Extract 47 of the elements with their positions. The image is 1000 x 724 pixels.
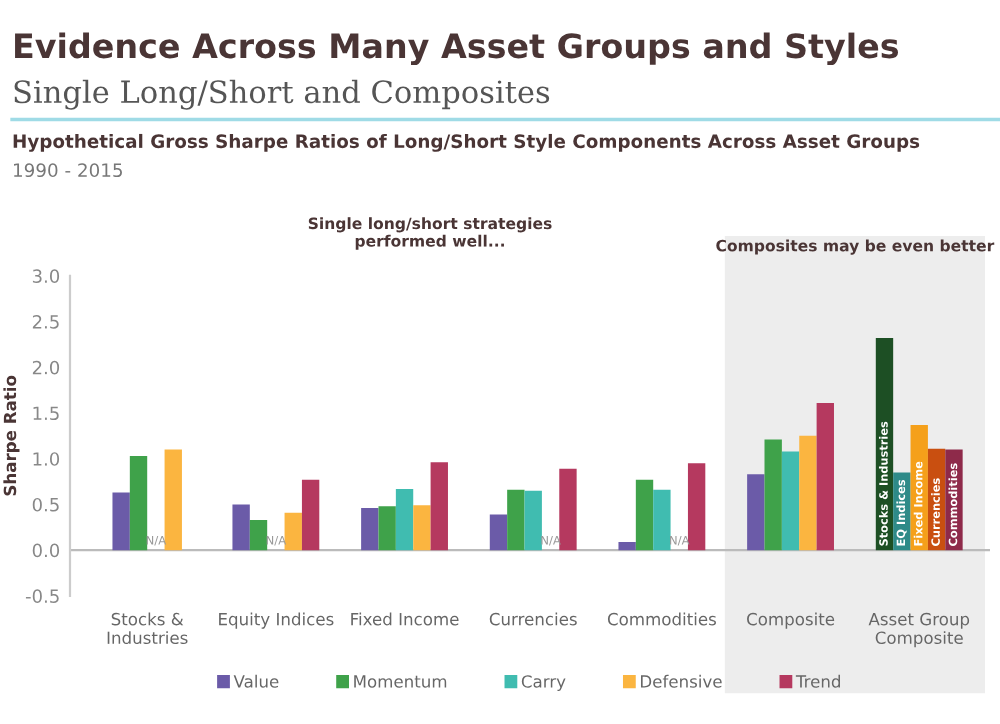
y-tick-label: 3.0 bbox=[32, 269, 60, 283]
y-tick-label: 1.5 bbox=[33, 406, 59, 421]
y-tick-label: 1.0 bbox=[33, 452, 60, 466]
bar bbox=[764, 439, 782, 551]
x-tick-label: Equity Indices bbox=[219, 612, 334, 629]
bar bbox=[799, 435, 817, 551]
y-tick-label: 0.5 bbox=[32, 497, 59, 512]
bar bbox=[559, 468, 577, 551]
bar bbox=[653, 489, 671, 551]
text: 1990 - 2015 bbox=[14, 163, 122, 178]
bar bbox=[395, 488, 414, 551]
y-tick-label: 2.5 bbox=[32, 315, 59, 329]
y-axis-title: Sharpe Ratio bbox=[3, 375, 20, 496]
legend-label: Defensive bbox=[641, 674, 722, 688]
bar bbox=[618, 541, 636, 551]
bar bbox=[284, 512, 302, 551]
bar bbox=[687, 463, 706, 551]
legend-label: Momentum bbox=[354, 675, 447, 688]
bar bbox=[489, 514, 508, 551]
x-tick-label: Currencies bbox=[489, 612, 577, 626]
bar bbox=[524, 490, 542, 551]
y-tick-label: 0.0 bbox=[32, 543, 60, 558]
bar bbox=[249, 519, 268, 551]
bar bbox=[378, 506, 396, 551]
bar bbox=[232, 504, 250, 551]
bar bbox=[361, 508, 379, 551]
bar bbox=[816, 402, 834, 551]
bar bbox=[781, 451, 800, 551]
bar bbox=[507, 489, 525, 551]
x-tick-label: Stocks & Industries bbox=[107, 612, 188, 645]
bar bbox=[301, 479, 320, 551]
chart-subtitle: Single Long/Short and Composites bbox=[14, 79, 550, 110]
chart-title: Evidence Across Many Asset Groups and Styles bbox=[15, 32, 899, 66]
bar bbox=[635, 479, 654, 551]
bar bbox=[430, 462, 448, 551]
y-tick-label: -0.5 bbox=[25, 589, 59, 603]
legend-label: Carry bbox=[521, 675, 566, 691]
y-tick-label: 2.0 bbox=[32, 360, 60, 375]
legend-label: Trend bbox=[795, 674, 840, 688]
legend-label: Value bbox=[233, 674, 279, 688]
x-tick-label: Commodities bbox=[607, 612, 716, 626]
x-tick-label: Asset Group Composite bbox=[868, 612, 970, 648]
text: Hypothetical Gross Sharpe Ratios of Long/Short Style Components Across Asset Groups bbox=[13, 133, 920, 152]
x-tick-label: Fixed Income bbox=[351, 612, 459, 626]
bar bbox=[747, 474, 765, 551]
bar bbox=[413, 505, 431, 551]
x-tick-label: Composite bbox=[747, 612, 835, 629]
